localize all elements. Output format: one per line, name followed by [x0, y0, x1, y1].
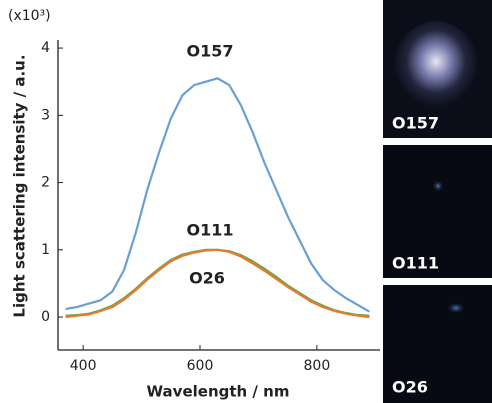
y-unit-label: (x10³)	[8, 8, 51, 24]
series-line	[65, 77, 371, 313]
panel-label: O111	[392, 254, 439, 273]
x-tick-label: 600	[187, 358, 214, 374]
x-tick-label: 400	[70, 358, 97, 374]
x-tick-label: 800	[304, 358, 331, 374]
series-line	[65, 248, 370, 319]
image-panel	[383, 285, 492, 403]
x-axis-label: Wavelength / nm	[147, 383, 290, 401]
image-glow	[432, 180, 444, 192]
series-label: O26	[189, 269, 225, 288]
series-label: O157	[187, 42, 234, 61]
panel-label: O26	[392, 378, 428, 397]
y-tick-label: 2	[41, 175, 50, 191]
y-tick-label: 0	[41, 309, 50, 325]
y-tick-label: 1	[41, 242, 50, 258]
series-label: O111	[187, 221, 234, 240]
y-axis-label: Light scattering intensity / a.u.	[11, 54, 29, 317]
y-tick-label: 3	[41, 107, 50, 123]
image-panel	[383, 145, 492, 278]
y-tick-label: 4	[41, 40, 50, 56]
panel-label: O157	[392, 114, 439, 133]
image-glow	[446, 302, 466, 314]
image-glow	[394, 21, 478, 111]
